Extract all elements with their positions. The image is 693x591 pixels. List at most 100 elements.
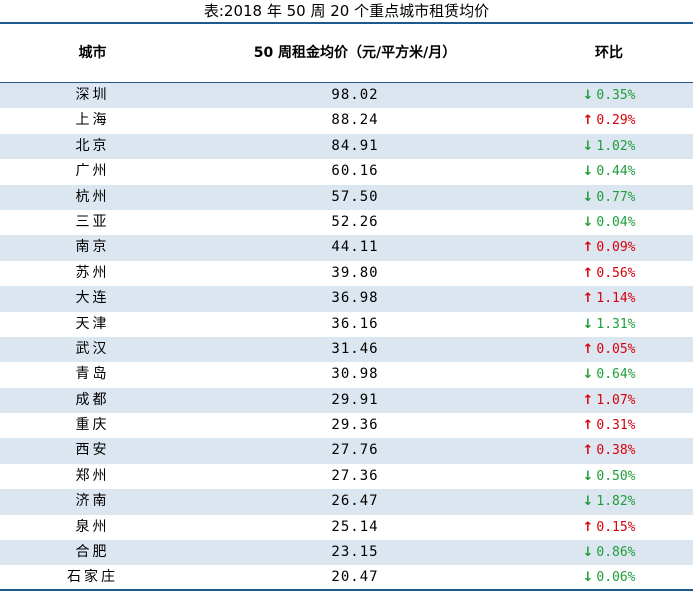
table-row: 大连 36.98 ↑ 1.14% [0,286,693,312]
price-cell: 27.76 [331,442,379,459]
arrow-down-icon: ↓ [582,214,594,230]
city-cell: 杭州 [75,188,110,205]
city-cell: 天津 [75,315,110,332]
change-cell: ↑ 0.31% [525,413,693,438]
city-cell: 合肥 [75,544,110,561]
change-value: 0.44% [596,164,636,180]
arrow-down-icon: ↓ [582,189,594,205]
table-row: 深圳 98.02 ↓ 0.35% [0,83,693,109]
city-cell: 南京 [75,239,110,256]
table-row: 广州 60.16 ↓ 0.44% [0,159,693,184]
arrow-up-icon: ↑ [582,443,594,459]
price-cell: 60.16 [331,163,379,180]
arrow-up-icon: ↑ [582,265,594,281]
arrow-down-icon: ↓ [582,545,594,561]
change-cell: ↓ 0.44% [525,159,693,184]
arrow-up-icon: ↑ [582,291,594,307]
change-cell: ↑ 0.15% [525,515,693,540]
city-cell: 北京 [75,137,110,154]
change-value: 0.64% [596,367,636,383]
change-cell: ↓ 0.77% [525,185,693,210]
change-value: 0.77% [596,189,636,205]
table-row: 南京 44.11 ↑ 0.09% [0,235,693,261]
city-cell: 泉州 [75,518,110,535]
price-cell: 57.50 [331,188,379,205]
arrow-down-icon: ↓ [582,316,594,332]
city-cell: 郑州 [75,467,110,484]
change-value: 1.31% [596,316,636,332]
table-row: 泉州 25.14 ↑ 0.15% [0,515,693,540]
change-cell: ↓ 1.31% [525,312,693,337]
change-value: 0.35% [596,88,636,103]
change-value: 0.05% [596,341,636,357]
change-cell: ↓ 0.06% [525,565,693,590]
table-caption: 表:2018 年 50 周 20 个重点城市租赁均价 [203,2,490,20]
change-cell: ↓ 0.86% [525,540,693,565]
change-cell: ↓ 0.35% [525,83,693,108]
arrow-down-icon: ↓ [582,367,594,383]
top-rule [0,22,693,24]
table-row: 武汉 31.46 ↑ 0.05% [0,336,693,363]
price-cell: 27.36 [331,467,379,484]
header-price: 50 周租金均价（元/平方米/月） [253,45,457,61]
table-row: 成都 29.91 ↑ 1.07% [0,387,693,414]
city-cell: 深圳 [75,87,110,103]
table-row: 西安 27.76 ↑ 0.38% [0,438,693,464]
change-value: 1.14% [596,291,636,307]
table-row: 济南 26.47 ↓ 1.82% [0,489,693,515]
city-cell: 石家庄 [67,569,118,586]
arrow-up-icon: ↑ [582,418,594,434]
table-row: 北京 84.91 ↓ 1.02% [0,133,693,160]
city-cell: 上海 [75,112,110,129]
price-cell: 29.91 [331,391,379,408]
change-value: 0.38% [596,443,636,459]
change-cell: ↓ 1.02% [525,134,693,159]
change-value: 0.15% [596,519,636,535]
change-value: 0.86% [596,545,636,561]
city-cell: 青岛 [75,366,110,383]
table-body: 深圳 98.02 ↓ 0.35% 上海 88.24 ↑ 0.29% 北京 84.91 ↓ 1.02% 广… [0,83,693,591]
price-cell: 98.02 [331,87,379,103]
city-cell: 重庆 [75,417,110,434]
city-cell: 苏州 [75,264,110,281]
arrow-up-icon: ↑ [582,240,594,256]
change-cell: ↓ 1.82% [525,489,693,514]
change-cell: ↑ 0.38% [525,438,693,463]
change-value: 0.50% [596,468,636,484]
change-value: 0.09% [596,240,636,256]
change-value: 1.82% [596,494,636,510]
price-cell: 52.26 [331,213,379,230]
table-row: 郑州 27.36 ↓ 0.50% [0,464,693,489]
city-cell: 三亚 [75,213,110,230]
price-cell: 88.24 [331,112,379,129]
price-cell: 36.98 [331,290,379,307]
city-cell: 成都 [75,391,110,408]
header-rule [0,82,693,83]
price-cell: 31.46 [331,340,379,357]
change-value: 0.31% [596,418,636,434]
city-cell: 大连 [75,290,110,307]
header-city: 城市 [78,45,107,61]
change-value: 1.02% [596,138,636,154]
table-row: 合肥 23.15 ↓ 0.86% [0,540,693,566]
change-value: 0.04% [596,214,636,230]
price-cell: 30.98 [331,366,379,383]
change-cell: ↑ 1.07% [525,388,693,413]
arrow-up-icon: ↑ [582,341,594,357]
table-row: 上海 88.24 ↑ 0.29% [0,108,693,133]
bottom-rule [0,589,693,591]
change-value: 0.56% [596,265,636,281]
arrow-down-icon: ↓ [582,138,594,154]
arrow-down-icon: ↓ [582,164,594,180]
price-cell: 39.80 [331,264,379,281]
change-value: 0.06% [596,570,636,586]
change-cell: ↓ 0.64% [525,362,693,387]
price-cell: 25.14 [331,518,379,535]
price-cell: 29.36 [331,417,379,434]
change-cell: ↓ 0.50% [525,464,693,489]
change-cell: ↑ 0.09% [525,235,693,260]
table-row: 青岛 30.98 ↓ 0.64% [0,362,693,387]
change-cell: ↑ 0.56% [525,261,693,286]
change-cell: ↓ 0.04% [525,210,693,235]
table-row: 三亚 52.26 ↓ 0.04% [0,210,693,235]
